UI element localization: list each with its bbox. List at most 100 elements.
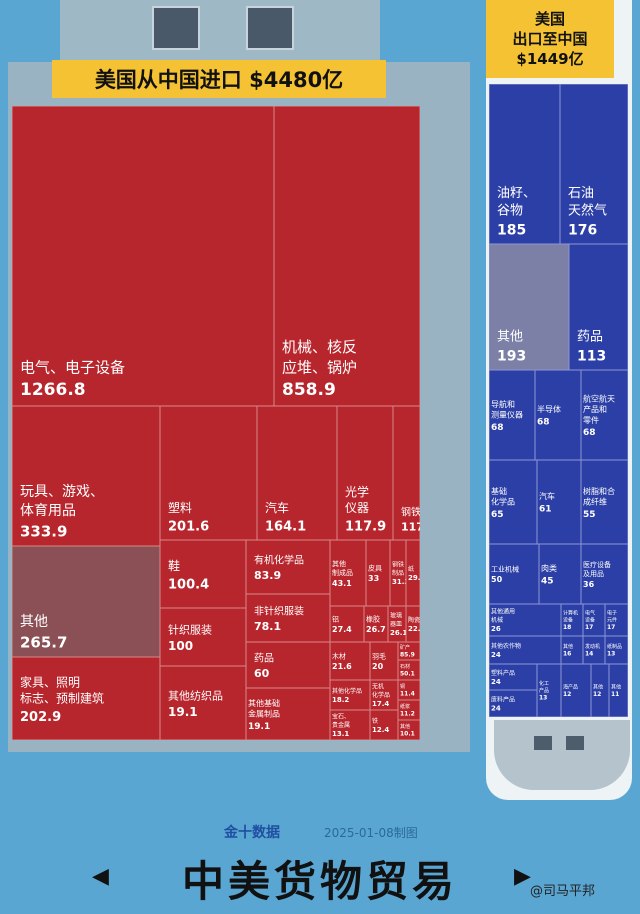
import-title: 美国从中国进口 $4480亿 <box>52 60 386 98</box>
import-label: 贵金属 <box>332 721 350 729</box>
import-value: 17.4 <box>372 700 389 708</box>
import-cell: 铁12.4 <box>369 709 399 740</box>
import-rect <box>273 106 420 407</box>
import-value: 11.4 <box>400 691 415 698</box>
import-label: 药品 <box>254 653 274 665</box>
import-rect <box>397 719 420 740</box>
import-value: 164.1 <box>265 519 306 534</box>
export-value: 185 <box>497 222 526 238</box>
export-label: 其他 <box>497 330 523 345</box>
import-label: 纸 <box>408 565 414 573</box>
import-cell: 药品 60 <box>245 641 331 689</box>
export-rect <box>538 543 582 605</box>
export-label: 石油 <box>568 186 594 201</box>
import-value: 201.6 <box>168 519 209 534</box>
export-value: 14 <box>585 651 593 658</box>
import-value: 18.2 <box>332 696 349 704</box>
export-label: 机械 <box>491 616 503 624</box>
import-cell: 有机化学品 83.9 <box>245 539 331 595</box>
export-label: 零件 <box>583 415 599 425</box>
export-label: 计算机 <box>563 610 578 617</box>
import-label: 金属制品 <box>248 709 280 719</box>
import-label: 化学品 <box>372 691 390 699</box>
import-cell: 鞋 100.4 <box>159 539 247 609</box>
import-value: 26.1 <box>390 629 407 637</box>
export-label: 产品和 <box>583 404 607 414</box>
import-rect <box>12 545 161 658</box>
export-label: 废料产品 <box>491 695 515 703</box>
ship-window <box>152 6 200 50</box>
import-value: 100.4 <box>168 577 209 592</box>
import-label: 其他化学品 <box>332 687 362 695</box>
import-cell: 铜11.4 <box>397 679 420 701</box>
export-label: 谷物 <box>497 204 523 219</box>
import-value: 29.7 <box>408 574 420 582</box>
export-value: 24 <box>491 651 501 659</box>
export-value: 24 <box>491 704 501 712</box>
import-value: 19.1 <box>168 705 198 719</box>
export-value: 50 <box>491 575 503 584</box>
import-label: 针织服装 <box>168 622 212 636</box>
left-arrow-icon: ◀ <box>92 864 109 889</box>
export-rect <box>534 369 582 461</box>
export-label: 纸制品 <box>607 643 622 650</box>
import-cell: 羽毛 20 <box>369 641 399 681</box>
export-label: 发动机 <box>585 643 600 650</box>
export-rect <box>489 84 561 245</box>
export-label: 工业机械 <box>491 564 519 573</box>
export-label: 电子 <box>607 610 617 617</box>
export-value: 45 <box>541 576 554 586</box>
ship-window <box>566 736 584 750</box>
export-label: 肉类 <box>541 563 557 573</box>
import-label: 玻璃 <box>390 612 402 620</box>
import-label: 鞋 <box>168 558 180 573</box>
import-value: 26.7 <box>366 625 386 634</box>
import-label: 制成品 <box>332 568 353 577</box>
page-title: 中美货物贸易 <box>181 857 458 906</box>
export-cell: 油籽、谷物 185 <box>489 84 561 245</box>
export-label: 医疗设备 <box>583 560 611 569</box>
import-cell: 纸29.7 <box>405 539 420 607</box>
export-label: 塑料产品 <box>491 669 515 677</box>
import-value: 265.7 <box>20 633 67 651</box>
import-cell: 铝 27.4 <box>329 605 365 643</box>
export-rect <box>560 663 592 717</box>
import-label: 标志、预制建筑 <box>20 691 104 706</box>
import-label: 玩具、游戏、 <box>20 484 104 500</box>
import-rect <box>329 605 365 643</box>
export-label: 设备 <box>585 616 595 623</box>
import-rect <box>159 405 258 541</box>
export-value: 12 <box>563 691 571 698</box>
export-value: 176 <box>568 222 597 238</box>
export-value: 26 <box>491 625 501 633</box>
import-value: 13.1 <box>332 730 349 738</box>
export-value: 18 <box>563 624 571 631</box>
export-label: 成纤维 <box>583 497 607 507</box>
import-value: 21.6 <box>332 662 352 671</box>
export-label: 其他 <box>563 643 573 650</box>
export-title-line1: 美国 <box>534 10 565 28</box>
import-rect <box>329 641 371 681</box>
import-rect <box>329 709 371 740</box>
export-cell: 肉类 45 <box>538 543 582 605</box>
export-label: 半导体 <box>537 404 561 414</box>
import-cell: 橡胶 26.7 <box>363 605 389 643</box>
right-arrow-icon: ▶ <box>514 864 531 889</box>
export-label: 化工 <box>539 680 549 687</box>
import-cell: 电气、电子设备 1266.8 <box>12 106 275 407</box>
import-label: 汽车 <box>265 500 289 515</box>
import-value: 12.4 <box>372 726 389 734</box>
import-cell: 针织服装 100 <box>159 607 247 667</box>
